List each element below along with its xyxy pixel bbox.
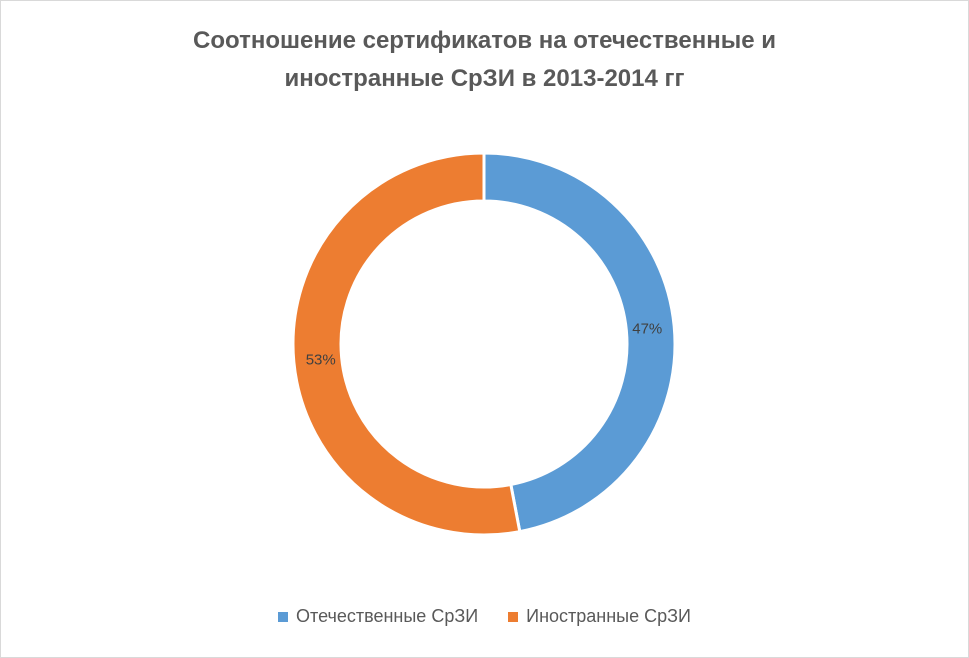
data-label-foreign: 53%	[306, 351, 336, 368]
legend-item-foreign: Иностранные СрЗИ	[508, 606, 691, 627]
data-labels: 47% 53%	[306, 321, 663, 369]
legend-swatch-domestic	[278, 611, 289, 622]
doughnut-slices	[291, 151, 677, 537]
legend-label-domestic: Отечественные СрЗИ	[296, 606, 479, 626]
legend: Отечественные СрЗИ Иностранные СрЗИ	[0, 606, 969, 627]
chart-title: Соотношение сертификатов на отечественны…	[0, 22, 969, 98]
chart-title-line-1: Соотношение сертификатов на отечественны…	[193, 27, 776, 54]
legend-item-domestic: Отечественные СрЗИ	[278, 606, 478, 627]
slice-domestic	[482, 151, 677, 534]
slice-foreign	[291, 151, 522, 537]
legend-label-foreign: Иностранные СрЗИ	[526, 606, 691, 626]
data-label-domestic: 47%	[632, 321, 662, 338]
chart-title-line-2: иностранные СрЗИ в 2013-2014 гг	[284, 65, 685, 92]
legend-swatch-foreign	[508, 611, 519, 622]
